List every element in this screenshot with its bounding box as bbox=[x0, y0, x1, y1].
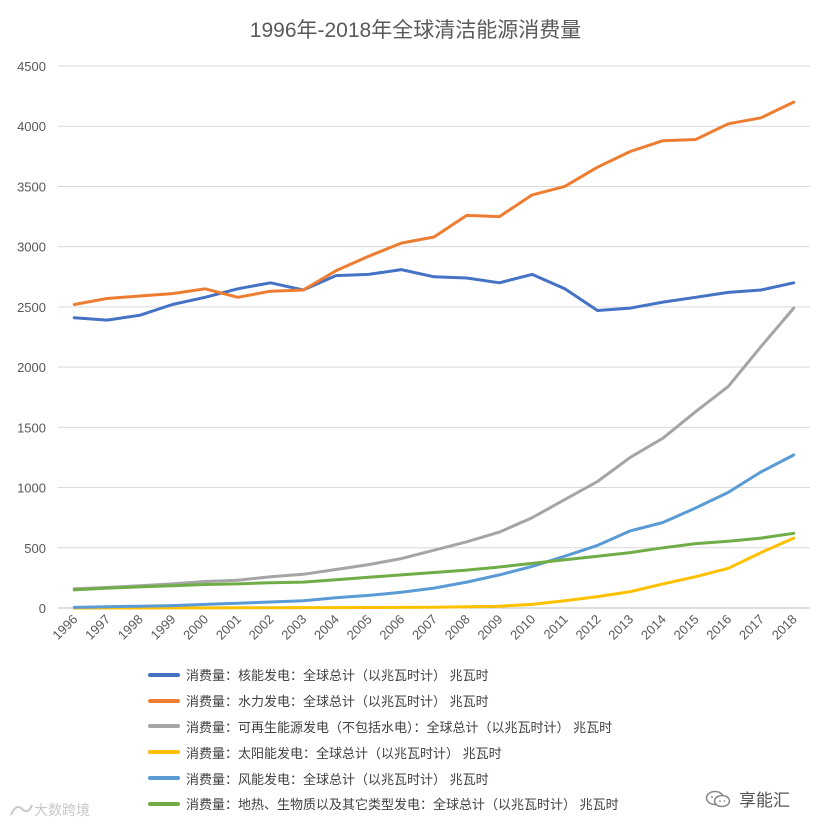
x-tick-label: 2002 bbox=[246, 612, 277, 643]
x-tick-label: 2009 bbox=[474, 612, 505, 643]
x-tick-label: 2006 bbox=[376, 612, 407, 643]
x-axis-ticks: 1996 1997 1998 1999 2000 2001 2002 2003 2004 2005… bbox=[49, 612, 799, 643]
legend-item: 消费量：风能发电：全球总计（以兆瓦时计） 兆瓦时 bbox=[148, 765, 619, 791]
x-tick-label: 2011 bbox=[541, 612, 571, 642]
x-tick-label: 2015 bbox=[671, 612, 702, 643]
x-tick-label: 1999 bbox=[147, 612, 178, 643]
line-chart: 0 500 1000 1500 2000 2500 3000 3500 4000 4500 199… bbox=[17, 59, 810, 643]
series-line-5 bbox=[72, 531, 796, 592]
chart-title: 1996年-2018年全球清洁能源消费量 bbox=[249, 19, 582, 42]
legend-item: 消费量：太阳能发电：全球总计（以兆瓦时计） 兆瓦时 bbox=[148, 739, 619, 765]
y-tick-label: 2000 bbox=[17, 360, 46, 375]
y-tick-label: 1000 bbox=[17, 481, 46, 496]
x-tick-label: 1996 bbox=[49, 612, 80, 643]
y-tick-label: 3500 bbox=[17, 179, 46, 194]
watermark-logo-icon bbox=[10, 804, 33, 816]
wechat-icon bbox=[705, 790, 731, 807]
x-tick-label: 2000 bbox=[180, 612, 211, 643]
legend-label: 消费量：地热、生物质以及其它类型发电：全球总计（以兆瓦时计） 兆瓦时 bbox=[186, 797, 619, 813]
series-line-4 bbox=[72, 453, 796, 609]
series-line-3 bbox=[72, 536, 796, 610]
series-line-1 bbox=[72, 100, 796, 306]
legend-label: 消费量：太阳能发电：全球总计（以兆瓦时计） 兆瓦时 bbox=[186, 745, 502, 761]
watermark: 大数跨境 bbox=[8, 800, 90, 820]
x-tick-label: 2005 bbox=[344, 612, 375, 643]
legend-swatch bbox=[148, 672, 180, 677]
legend-swatch bbox=[148, 724, 180, 729]
y-tick-label: 1500 bbox=[17, 420, 46, 435]
y-tick-label: 4000 bbox=[17, 119, 46, 134]
legend-label: 消费量：可再生能源发电（不包括水电）：全球总计（以兆瓦时计） 兆瓦时 bbox=[186, 719, 613, 735]
y-tick-label: 0 bbox=[39, 601, 46, 616]
legend: 消费量：核能发电：全球总计（以兆瓦时计） 兆瓦时 消费量：水力发电：全球总计（以兆… bbox=[148, 662, 619, 817]
y-tick-label: 3000 bbox=[17, 240, 46, 255]
x-tick-label: 2004 bbox=[311, 612, 342, 643]
x-tick-label: 2018 bbox=[769, 612, 800, 643]
legend-label: 消费量：风能发电：全球总计（以兆瓦时计） 兆瓦时 bbox=[186, 771, 489, 787]
x-tick-label: 2016 bbox=[703, 612, 734, 643]
x-tick-label: 2012 bbox=[573, 612, 604, 643]
legend-swatch bbox=[148, 801, 180, 806]
brand-badge: 享能汇 bbox=[705, 786, 790, 811]
x-tick-label: 1998 bbox=[115, 612, 146, 643]
legend-item: 消费量：地热、生物质以及其它类型发电：全球总计（以兆瓦时计） 兆瓦时 bbox=[148, 791, 619, 817]
x-tick-label: 2007 bbox=[409, 612, 440, 643]
brand-name: 享能汇 bbox=[739, 791, 790, 810]
y-axis-ticks: 0 500 1000 1500 2000 2500 3000 3500 4000 4500 bbox=[17, 59, 46, 616]
legend-swatch bbox=[148, 750, 180, 755]
legend-swatch bbox=[148, 698, 180, 703]
x-tick-label: 2017 bbox=[736, 612, 767, 643]
series-line-2 bbox=[72, 306, 796, 591]
legend-item: 消费量：水力发电：全球总计（以兆瓦时计） 兆瓦时 bbox=[148, 688, 619, 714]
x-tick-label: 2013 bbox=[605, 612, 636, 643]
series-line-0 bbox=[72, 268, 796, 322]
x-tick-label: 1997 bbox=[82, 612, 113, 643]
y-tick-label: 500 bbox=[24, 541, 46, 556]
series-lines bbox=[72, 100, 796, 610]
legend-label: 消费量：水力发电：全球总计（以兆瓦时计） 兆瓦时 bbox=[186, 694, 489, 710]
legend-swatch bbox=[148, 776, 180, 781]
x-tick-label: 2003 bbox=[278, 612, 309, 643]
y-tick-label: 4500 bbox=[17, 59, 46, 74]
x-tick-label: 2010 bbox=[507, 612, 538, 643]
legend-item: 消费量：可再生能源发电（不包括水电）：全球总计（以兆瓦时计） 兆瓦时 bbox=[148, 714, 619, 740]
legend-item: 消费量：核能发电：全球总计（以兆瓦时计） 兆瓦时 bbox=[148, 662, 619, 688]
watermark-text: 大数跨境 bbox=[34, 802, 90, 818]
y-tick-label: 2500 bbox=[17, 300, 46, 315]
x-tick-label: 2001 bbox=[213, 612, 244, 643]
x-tick-label: 2014 bbox=[638, 612, 669, 643]
gridlines bbox=[58, 65, 810, 609]
x-tick-label: 2008 bbox=[442, 612, 473, 643]
legend-label: 消费量：核能发电：全球总计（以兆瓦时计） 兆瓦时 bbox=[186, 668, 489, 684]
